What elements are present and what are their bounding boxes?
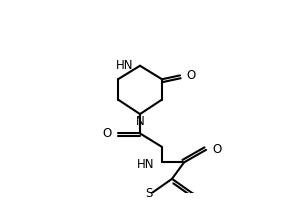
Text: HN: HN	[136, 158, 154, 171]
Text: O: O	[103, 127, 112, 140]
Text: HN: HN	[116, 59, 133, 72]
Text: O: O	[212, 143, 221, 156]
Text: N: N	[136, 115, 144, 128]
Text: S: S	[146, 187, 153, 200]
Text: O: O	[186, 69, 195, 82]
